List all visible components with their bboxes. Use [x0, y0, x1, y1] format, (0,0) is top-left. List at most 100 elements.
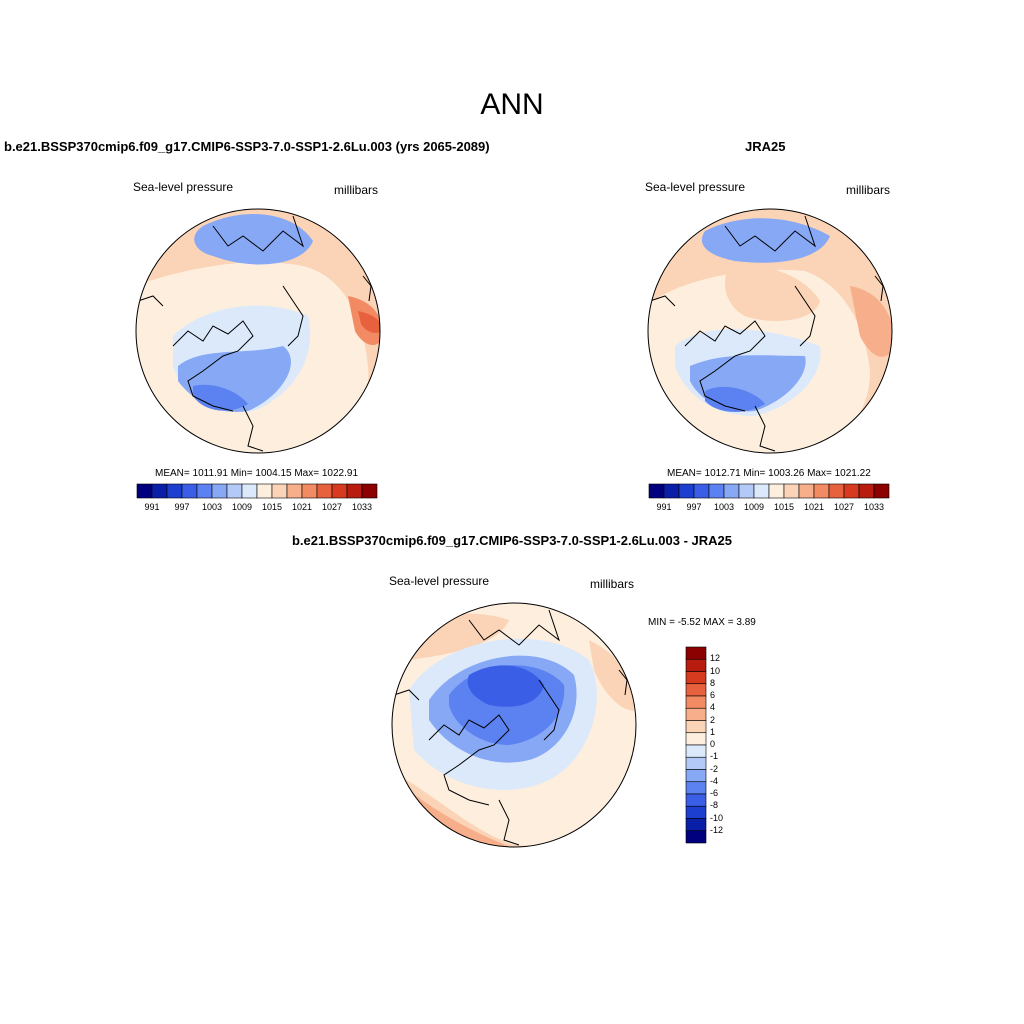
diff-colorbar-swatch — [685, 707, 707, 721]
diff-colorbar-tick-label: 6 — [710, 690, 716, 700]
model-colorbar-tick-label: 1033 — [351, 502, 373, 512]
diff-colorbar-swatch — [685, 769, 707, 783]
model-colorbar-swatch — [166, 483, 183, 499]
obs-field-label: Sea-level pressure — [645, 180, 746, 194]
model-colorbar-swatch — [331, 483, 348, 499]
diff-colorbar-swatch — [685, 830, 707, 844]
obs-units-label: millibars — [846, 183, 891, 197]
diff-colorbar-tick-label: 10 — [710, 665, 721, 676]
model-colorbar — [136, 483, 378, 499]
obs-colorbar-swatch — [708, 483, 725, 499]
model-colorbar-swatch — [271, 483, 288, 499]
obs-colorbar-tick-label: 1033 — [863, 502, 885, 512]
diff-colorbar-swatch — [685, 683, 707, 697]
obs-colorbar-tick-label: 1021 — [803, 502, 825, 512]
diff-colorbar-tick-label: -4 — [710, 775, 719, 786]
obs-polar-map — [647, 208, 893, 454]
obs-colorbar-swatch — [828, 483, 845, 499]
diff-colorbar-tick-label: 0 — [710, 739, 716, 749]
model-colorbar-swatch — [136, 483, 153, 499]
diff-colorbar-tick-label: 2 — [710, 714, 716, 725]
model-polar-map — [135, 208, 381, 454]
model-colorbar-swatch — [301, 483, 318, 499]
diff-colorbar-swatch — [685, 732, 707, 746]
diff-colorbar-swatch — [685, 756, 707, 770]
diff-colorbar-swatch — [685, 818, 707, 832]
model-panel-title: b.e21.BSSP370cmip6.f09_g17.CMIP6-SSP3-7.… — [4, 139, 490, 154]
model-colorbar-tick-label: 1015 — [261, 502, 283, 512]
model-colorbar-tick-label: 1021 — [291, 502, 313, 512]
obs-colorbar-tick-label: 1027 — [833, 502, 855, 512]
obs-colorbar-swatch — [783, 483, 800, 499]
model-colorbar-swatch — [151, 483, 168, 499]
diff-colorbar-tick-label: -6 — [710, 788, 719, 798]
obs-colorbar-swatch — [858, 483, 875, 499]
obs-colorbar — [648, 483, 890, 499]
obs-colorbar-swatch — [768, 483, 785, 499]
model-colorbar-swatch — [286, 483, 303, 499]
diff-colorbar-swatch — [685, 646, 707, 660]
obs-colorbar-swatch — [678, 483, 695, 499]
diff-colorbar-swatch — [685, 658, 707, 672]
model-colorbar-swatch — [346, 483, 363, 499]
obs-stats: MEAN= 1012.71 Min= 1003.26 Max= 1021.22 — [667, 468, 871, 479]
obs-colorbar-swatch — [798, 483, 815, 499]
diff-colorbar-swatch — [685, 781, 707, 795]
model-units-label: millibars — [334, 183, 379, 197]
obs-colorbar-swatch — [648, 483, 665, 499]
model-colorbar-swatch — [361, 483, 378, 499]
model-stats: MEAN= 1011.91 Min= 1004.15 Max= 1022.91 — [155, 468, 359, 479]
obs-colorbar-tick-label: 1003 — [713, 502, 735, 512]
obs-colorbar-swatch — [693, 483, 710, 499]
model-colorbar-tick-label: 991 — [144, 502, 160, 512]
obs-colorbar-swatch — [873, 483, 890, 499]
diff-colorbar-swatch — [685, 744, 707, 758]
diff-colorbar-swatch — [685, 793, 707, 807]
model-colorbar-tick-label: 997 — [174, 502, 190, 512]
diff-colorbar-tick-label: -2 — [710, 763, 719, 774]
model-colorbar-swatch — [256, 483, 273, 499]
diff-colorbar — [685, 646, 707, 844]
diff-colorbar-tick-label: -12 — [710, 824, 724, 835]
diff-polar-map — [391, 602, 637, 848]
obs-colorbar-swatch — [813, 483, 830, 499]
diff-colorbar-tick-label: 1 — [710, 726, 716, 737]
model-colorbar-ticks: 991 997 1003 1009 1015 1021 1027 1033 — [137, 502, 377, 514]
obs-colorbar-tick-label: 997 — [686, 502, 702, 512]
diff-colorbar-tick-label: 8 — [710, 677, 716, 688]
diff-stats: MIN = -5.52 MAX = 3.89 — [648, 617, 756, 628]
model-colorbar-tick-label: 1027 — [321, 502, 343, 512]
diff-colorbar-tick-label: 4 — [710, 702, 716, 713]
diff-panel-title: b.e21.BSSP370cmip6.f09_g17.CMIP6-SSP3-7.… — [291, 533, 733, 548]
diff-colorbar-swatch — [685, 695, 707, 709]
diff-colorbar-tick-label: -8 — [710, 800, 719, 811]
obs-colorbar-tick-label: 1009 — [743, 502, 765, 512]
diff-colorbar-swatch — [685, 671, 707, 685]
model-colorbar-tick-label: 1009 — [231, 502, 253, 512]
obs-panel-title: JRA25 — [745, 139, 786, 154]
model-colorbar-tick-label: 1003 — [201, 502, 223, 512]
obs-colorbar-ticks: 991 997 1003 1009 1015 1021 1027 1033 — [649, 502, 889, 514]
obs-colorbar-swatch — [738, 483, 755, 499]
model-colorbar-swatch — [196, 483, 213, 499]
main-title: ANN — [480, 88, 544, 121]
obs-colorbar-swatch — [723, 483, 740, 499]
diff-colorbar-ticks: 12 10 8 6 4 2 1 0 -1 -2 -4 -6 -8 -10 -12 — [710, 647, 740, 843]
obs-colorbar-tick-label: 991 — [656, 502, 672, 512]
model-colorbar-swatch — [181, 483, 198, 499]
obs-colorbar-swatch — [663, 483, 680, 499]
diff-colorbar-swatch — [685, 720, 707, 734]
diff-colorbar-tick-label: -10 — [710, 812, 724, 823]
model-field-label: Sea-level pressure — [133, 180, 234, 194]
model-colorbar-swatch — [211, 483, 228, 499]
diff-colorbar-swatch — [685, 805, 707, 819]
diff-colorbar-tick-label: 12 — [710, 653, 721, 664]
model-colorbar-swatch — [226, 483, 243, 499]
diff-colorbar-tick-label: -1 — [710, 751, 719, 762]
model-colorbar-swatch — [316, 483, 333, 499]
diff-units-label: millibars — [590, 577, 635, 591]
obs-colorbar-tick-label: 1015 — [773, 502, 795, 512]
obs-colorbar-swatch — [753, 483, 770, 499]
obs-colorbar-swatch — [843, 483, 860, 499]
diff-field-label: Sea-level pressure — [389, 574, 490, 588]
